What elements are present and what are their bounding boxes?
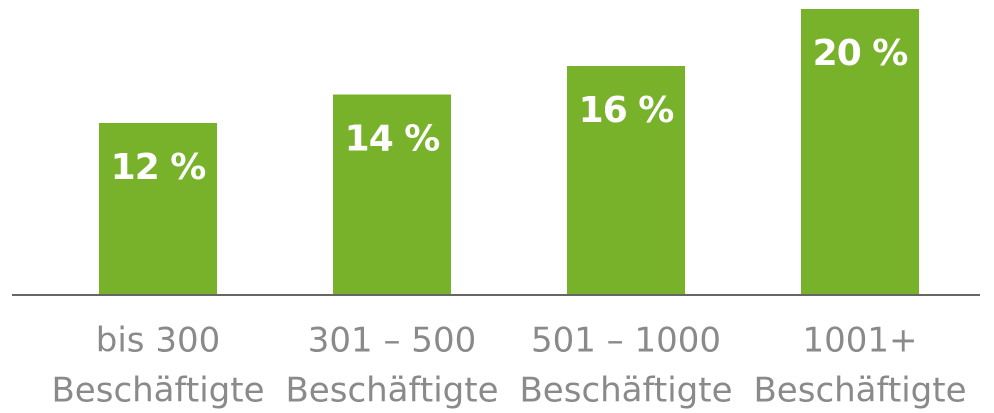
x-tick-label: 501 – 1000 [531, 321, 721, 361]
x-tick-label: 301 – 500 [308, 321, 476, 361]
value-label: 16 % [579, 90, 674, 131]
x-tick-label: Beschäftigte [519, 371, 732, 411]
x-tick-label: Beschäftigte [51, 371, 264, 411]
value-label: 20 % [813, 33, 908, 74]
bar [333, 94, 451, 294]
x-tick-label: Beschäftigte [753, 371, 966, 411]
x-tick-label: 1001+ [802, 321, 917, 361]
x-tick-label: Beschäftigte [285, 371, 498, 411]
value-label: 14 % [345, 119, 440, 160]
x-tick-label: bis 300 [96, 321, 220, 361]
bar [99, 123, 217, 294]
value-label: 12 % [111, 147, 206, 188]
bar [801, 9, 919, 294]
bar [567, 66, 685, 294]
